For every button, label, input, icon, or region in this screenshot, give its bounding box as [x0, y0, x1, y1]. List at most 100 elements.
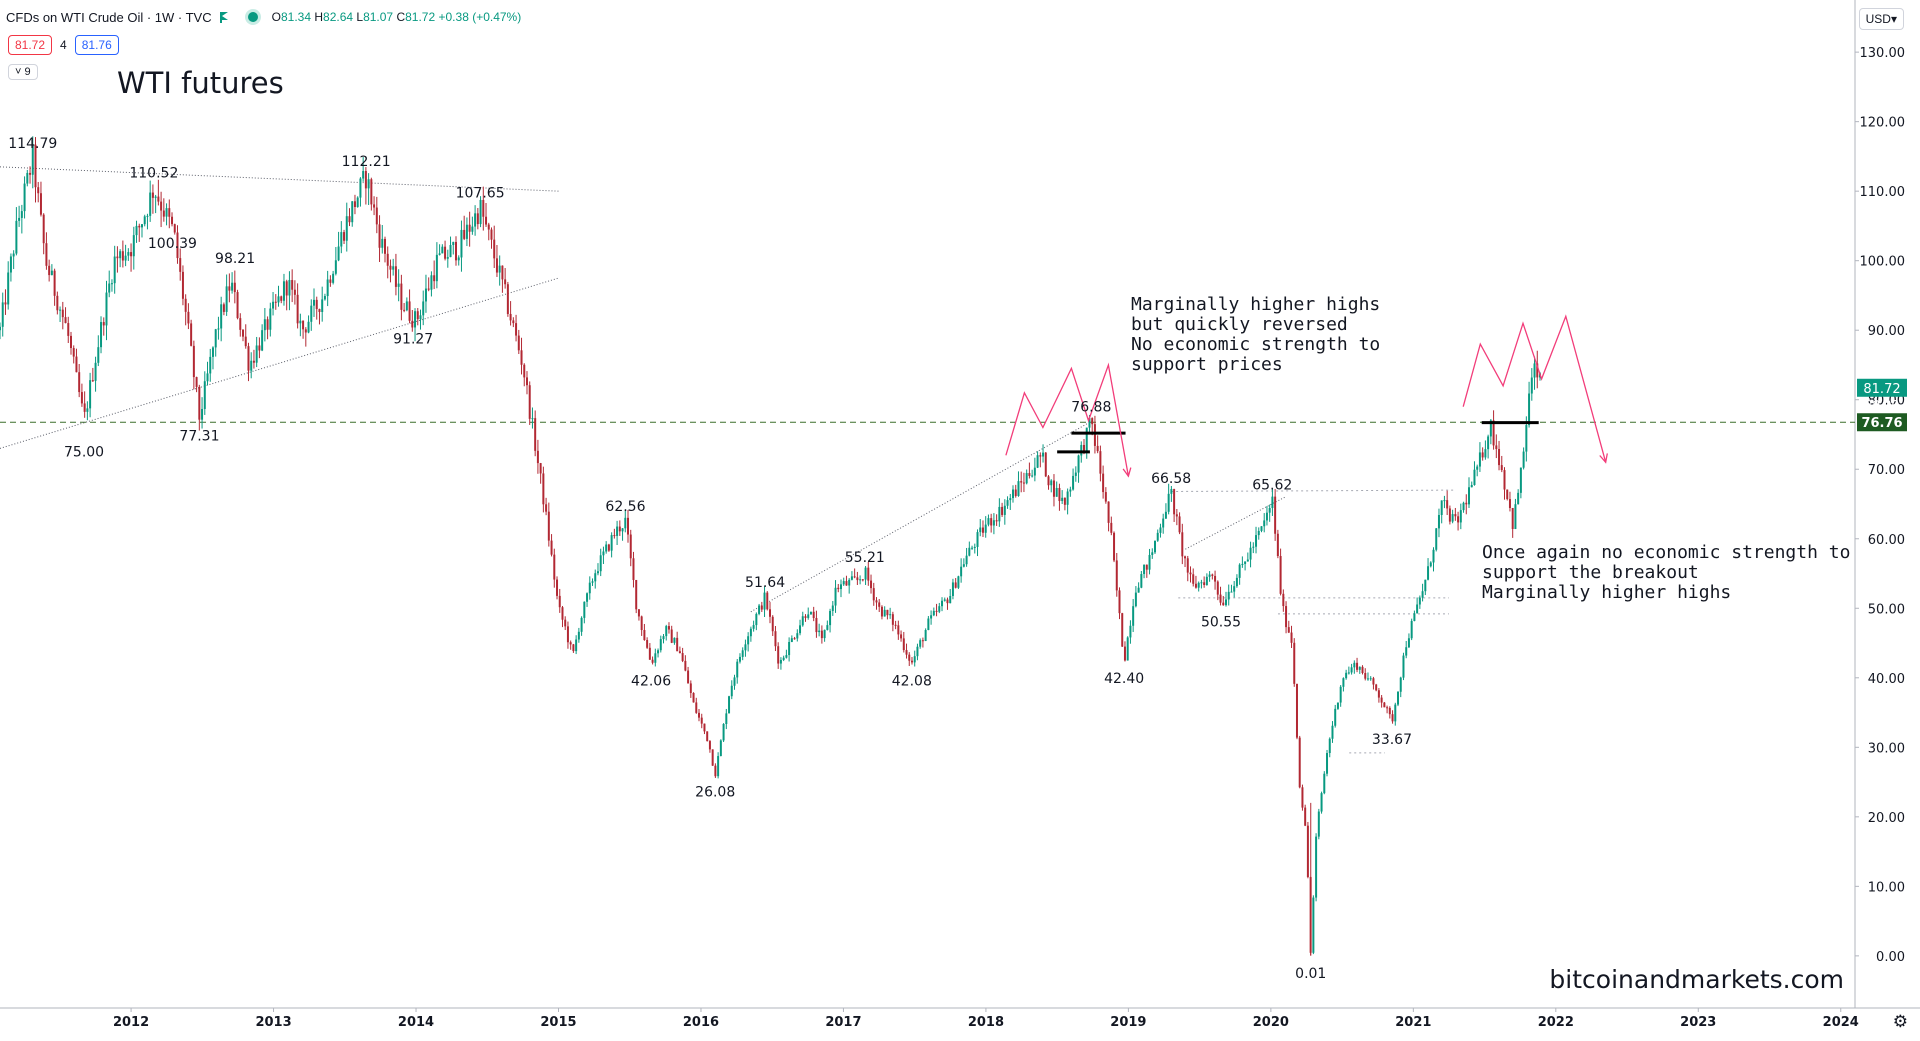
flag-icon[interactable]: [219, 11, 230, 23]
candle-body: [173, 224, 176, 233]
candle-body: [577, 631, 580, 640]
candle-body: [883, 609, 886, 617]
candle-body: [1257, 530, 1260, 536]
candle-body: [932, 610, 935, 616]
candle-body: [536, 450, 539, 464]
collapse-indicators-button[interactable]: ˅ 9: [8, 64, 38, 80]
candle-body: [662, 636, 665, 640]
ohlc-change: +0.38 (+0.47%): [438, 10, 522, 24]
candle-body: [1350, 667, 1353, 673]
candle-body: [943, 599, 946, 601]
candle-body: [1249, 547, 1252, 560]
candle-body: [610, 535, 613, 551]
candle-body: [206, 373, 209, 382]
currency-selector[interactable]: USD▾: [1858, 8, 1904, 30]
candle-body: [160, 201, 163, 211]
candle-body: [971, 547, 974, 549]
candle-body: [1061, 497, 1064, 502]
candle-body: [266, 319, 269, 330]
symbol-title[interactable]: CFDs on WTI Crude Oil · 1W · TVC: [6, 9, 212, 25]
candle-body: [427, 288, 430, 290]
candle-body: [1525, 425, 1528, 452]
candle-body: [91, 380, 94, 382]
candle-body: [149, 192, 152, 216]
candle-body: [337, 246, 340, 261]
candle-body: [1276, 533, 1279, 557]
candle-body: [80, 392, 83, 404]
candle-body: [1102, 473, 1105, 493]
y-tick-label: 20.00: [1868, 811, 1905, 826]
candle-body: [886, 609, 889, 616]
candle-body: [343, 232, 346, 241]
sell-price-button[interactable]: 81.72: [8, 35, 53, 55]
candle-body: [1358, 666, 1361, 670]
candle-body: [998, 506, 1001, 522]
candle-body: [340, 232, 343, 247]
candle-body: [332, 273, 335, 283]
trendline: [0, 277, 559, 449]
candle-body: [20, 211, 23, 218]
watermark: bitcoinandmarkets.com: [1549, 965, 1844, 994]
candle-body: [875, 600, 878, 603]
candle-body: [1042, 452, 1045, 457]
candle-body: [733, 677, 736, 686]
candle-body: [438, 253, 441, 255]
candle-body: [1268, 508, 1271, 513]
candle-body: [37, 187, 40, 194]
candle-body: [1145, 564, 1148, 570]
price-label: 76.88: [1071, 399, 1111, 415]
y-tick-label: 80.00: [1868, 394, 1905, 409]
candle-body: [1260, 526, 1263, 531]
candle-body: [946, 599, 949, 604]
candle-body: [1184, 556, 1187, 559]
candle-body: [1454, 514, 1457, 517]
candle-body: [1107, 501, 1110, 523]
candle-body: [722, 724, 725, 741]
candle-body: [181, 271, 184, 299]
candle-body: [201, 408, 204, 420]
candle-body: [1336, 702, 1339, 709]
candle-body: [981, 527, 984, 533]
candle-body: [1377, 690, 1380, 698]
candle-body: [1457, 516, 1460, 523]
candle-body: [171, 216, 174, 225]
candle-body: [31, 144, 34, 175]
candle-body: [856, 577, 859, 581]
trendline: [1171, 489, 1457, 492]
gear-icon[interactable]: ⚙: [1892, 1012, 1908, 1032]
candle-body: [831, 605, 834, 611]
candle-body: [687, 670, 690, 684]
candle-body: [1022, 482, 1025, 484]
candle-body: [681, 653, 684, 661]
buy-price-button[interactable]: 81.76: [74, 35, 119, 55]
candle-body: [83, 403, 86, 412]
candle-body: [220, 304, 223, 329]
candle-body: [1511, 507, 1514, 530]
x-tick-label: 2019: [1110, 1015, 1146, 1030]
candle-body: [596, 571, 599, 574]
candle-body: [176, 232, 179, 259]
candle-body: [345, 216, 348, 241]
candle-body: [348, 216, 351, 223]
candle-body: [777, 646, 780, 664]
x-tick-label: 2012: [113, 1015, 149, 1030]
candle-body: [1080, 444, 1083, 456]
candle-body: [659, 639, 662, 651]
candle-body: [1334, 708, 1337, 726]
candle-body: [23, 183, 26, 212]
candle-body: [1514, 504, 1517, 530]
candle-body: [629, 534, 632, 559]
x-tick-label: 2016: [683, 1015, 719, 1030]
candle-body: [1293, 642, 1296, 684]
candle-body: [394, 266, 397, 287]
candle-body: [1091, 418, 1094, 425]
candle-body: [7, 272, 10, 305]
candle-body: [962, 564, 965, 567]
candle-body: [648, 647, 651, 660]
candle-body: [635, 579, 638, 610]
candle-body: [48, 265, 51, 276]
candle-body: [383, 238, 386, 254]
candle-body: [1536, 363, 1539, 378]
candle-body: [225, 286, 228, 312]
